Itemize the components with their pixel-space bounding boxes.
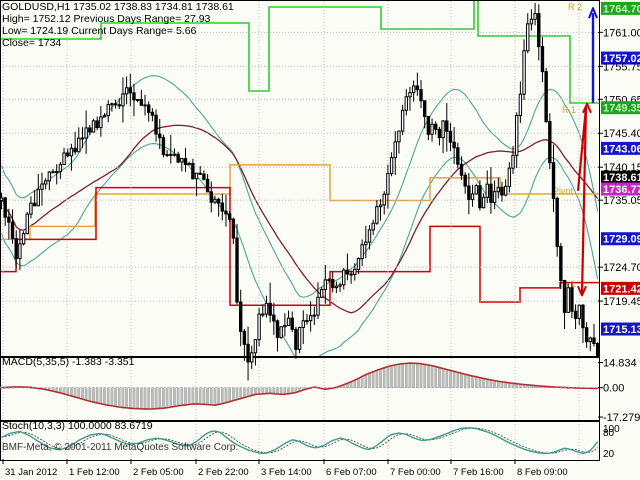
svg-text:3 Feb 14:00: 3 Feb 14:00 [261, 467, 312, 478]
svg-text:20: 20 [603, 449, 615, 460]
svg-text:1749.35: 1749.35 [603, 103, 640, 115]
svg-text:1 Feb 12:00: 1 Feb 12:00 [69, 467, 120, 478]
svg-text:High= 1752.12 Previous Da: High= 1752.12 Previous Days Range= 27.93 [2, 13, 211, 25]
svg-text:Stoch(10,3,3) 100.0000 83.6719: Stoch(10,3,3) 100.0000 83.6719 [2, 420, 153, 432]
svg-text:Pivot: Pivot [553, 186, 574, 196]
svg-text:1761.00: 1761.00 [603, 27, 640, 39]
svg-text:1735.05: 1735.05 [603, 195, 640, 207]
svg-text:1764.70: 1764.70 [603, 3, 640, 15]
svg-text:1729.09: 1729.09 [603, 234, 640, 246]
svg-text:1724.70: 1724.70 [603, 262, 640, 274]
svg-text:0.00: 0.00 [603, 383, 624, 395]
svg-text:MACD(5,35,5) -1.383 -3.351: MACD(5,35,5) -1.383 -3.351 [2, 356, 135, 368]
svg-text:R 1: R 1 [562, 105, 576, 115]
svg-text:GOLDUSD,H1 1735.02 1738.83 1: GOLDUSD,H1 1735.02 1738.83 1734.81 1738.… [2, 1, 234, 13]
svg-text:7 Feb 00:00: 7 Feb 00:00 [390, 467, 441, 478]
svg-text:31 Jan 2012: 31 Jan 2012 [5, 467, 57, 478]
svg-text:6 Feb 07:00: 6 Feb 07:00 [326, 467, 377, 478]
svg-text:1738.61: 1738.61 [603, 172, 640, 184]
svg-text:14.834: 14.834 [603, 357, 637, 369]
svg-text:1745.40: 1745.40 [603, 128, 640, 140]
svg-text:Low= 1724.19 Current Days R: Low= 1724.19 Current Days Range= 5.66 [2, 25, 197, 37]
svg-text:BMF-Meta, © 2001-2011 MetaQuot: BMF-Meta, © 2001-2011 MetaQuotes Softwar… [2, 442, 238, 453]
svg-text:2 Feb 05:00: 2 Feb 05:00 [133, 467, 184, 478]
svg-text:1719.45: 1719.45 [603, 296, 640, 308]
svg-text:-17.279: -17.279 [603, 412, 640, 424]
svg-text:1743.06: 1743.06 [603, 143, 640, 155]
svg-text:8 Feb 09:00: 8 Feb 09:00 [517, 467, 568, 478]
svg-text:R 2: R 2 [568, 2, 582, 12]
svg-text:1715.13: 1715.13 [603, 324, 640, 336]
svg-text:80: 80 [603, 428, 615, 439]
svg-text:7 Feb 16:00: 7 Feb 16:00 [453, 467, 504, 478]
svg-text:Close= 1734: Close= 1734 [2, 37, 61, 49]
svg-text:2 Feb 22:00: 2 Feb 22:00 [198, 467, 249, 478]
svg-text:1721.42: 1721.42 [603, 283, 640, 295]
svg-text:1755.75: 1755.75 [603, 61, 640, 73]
